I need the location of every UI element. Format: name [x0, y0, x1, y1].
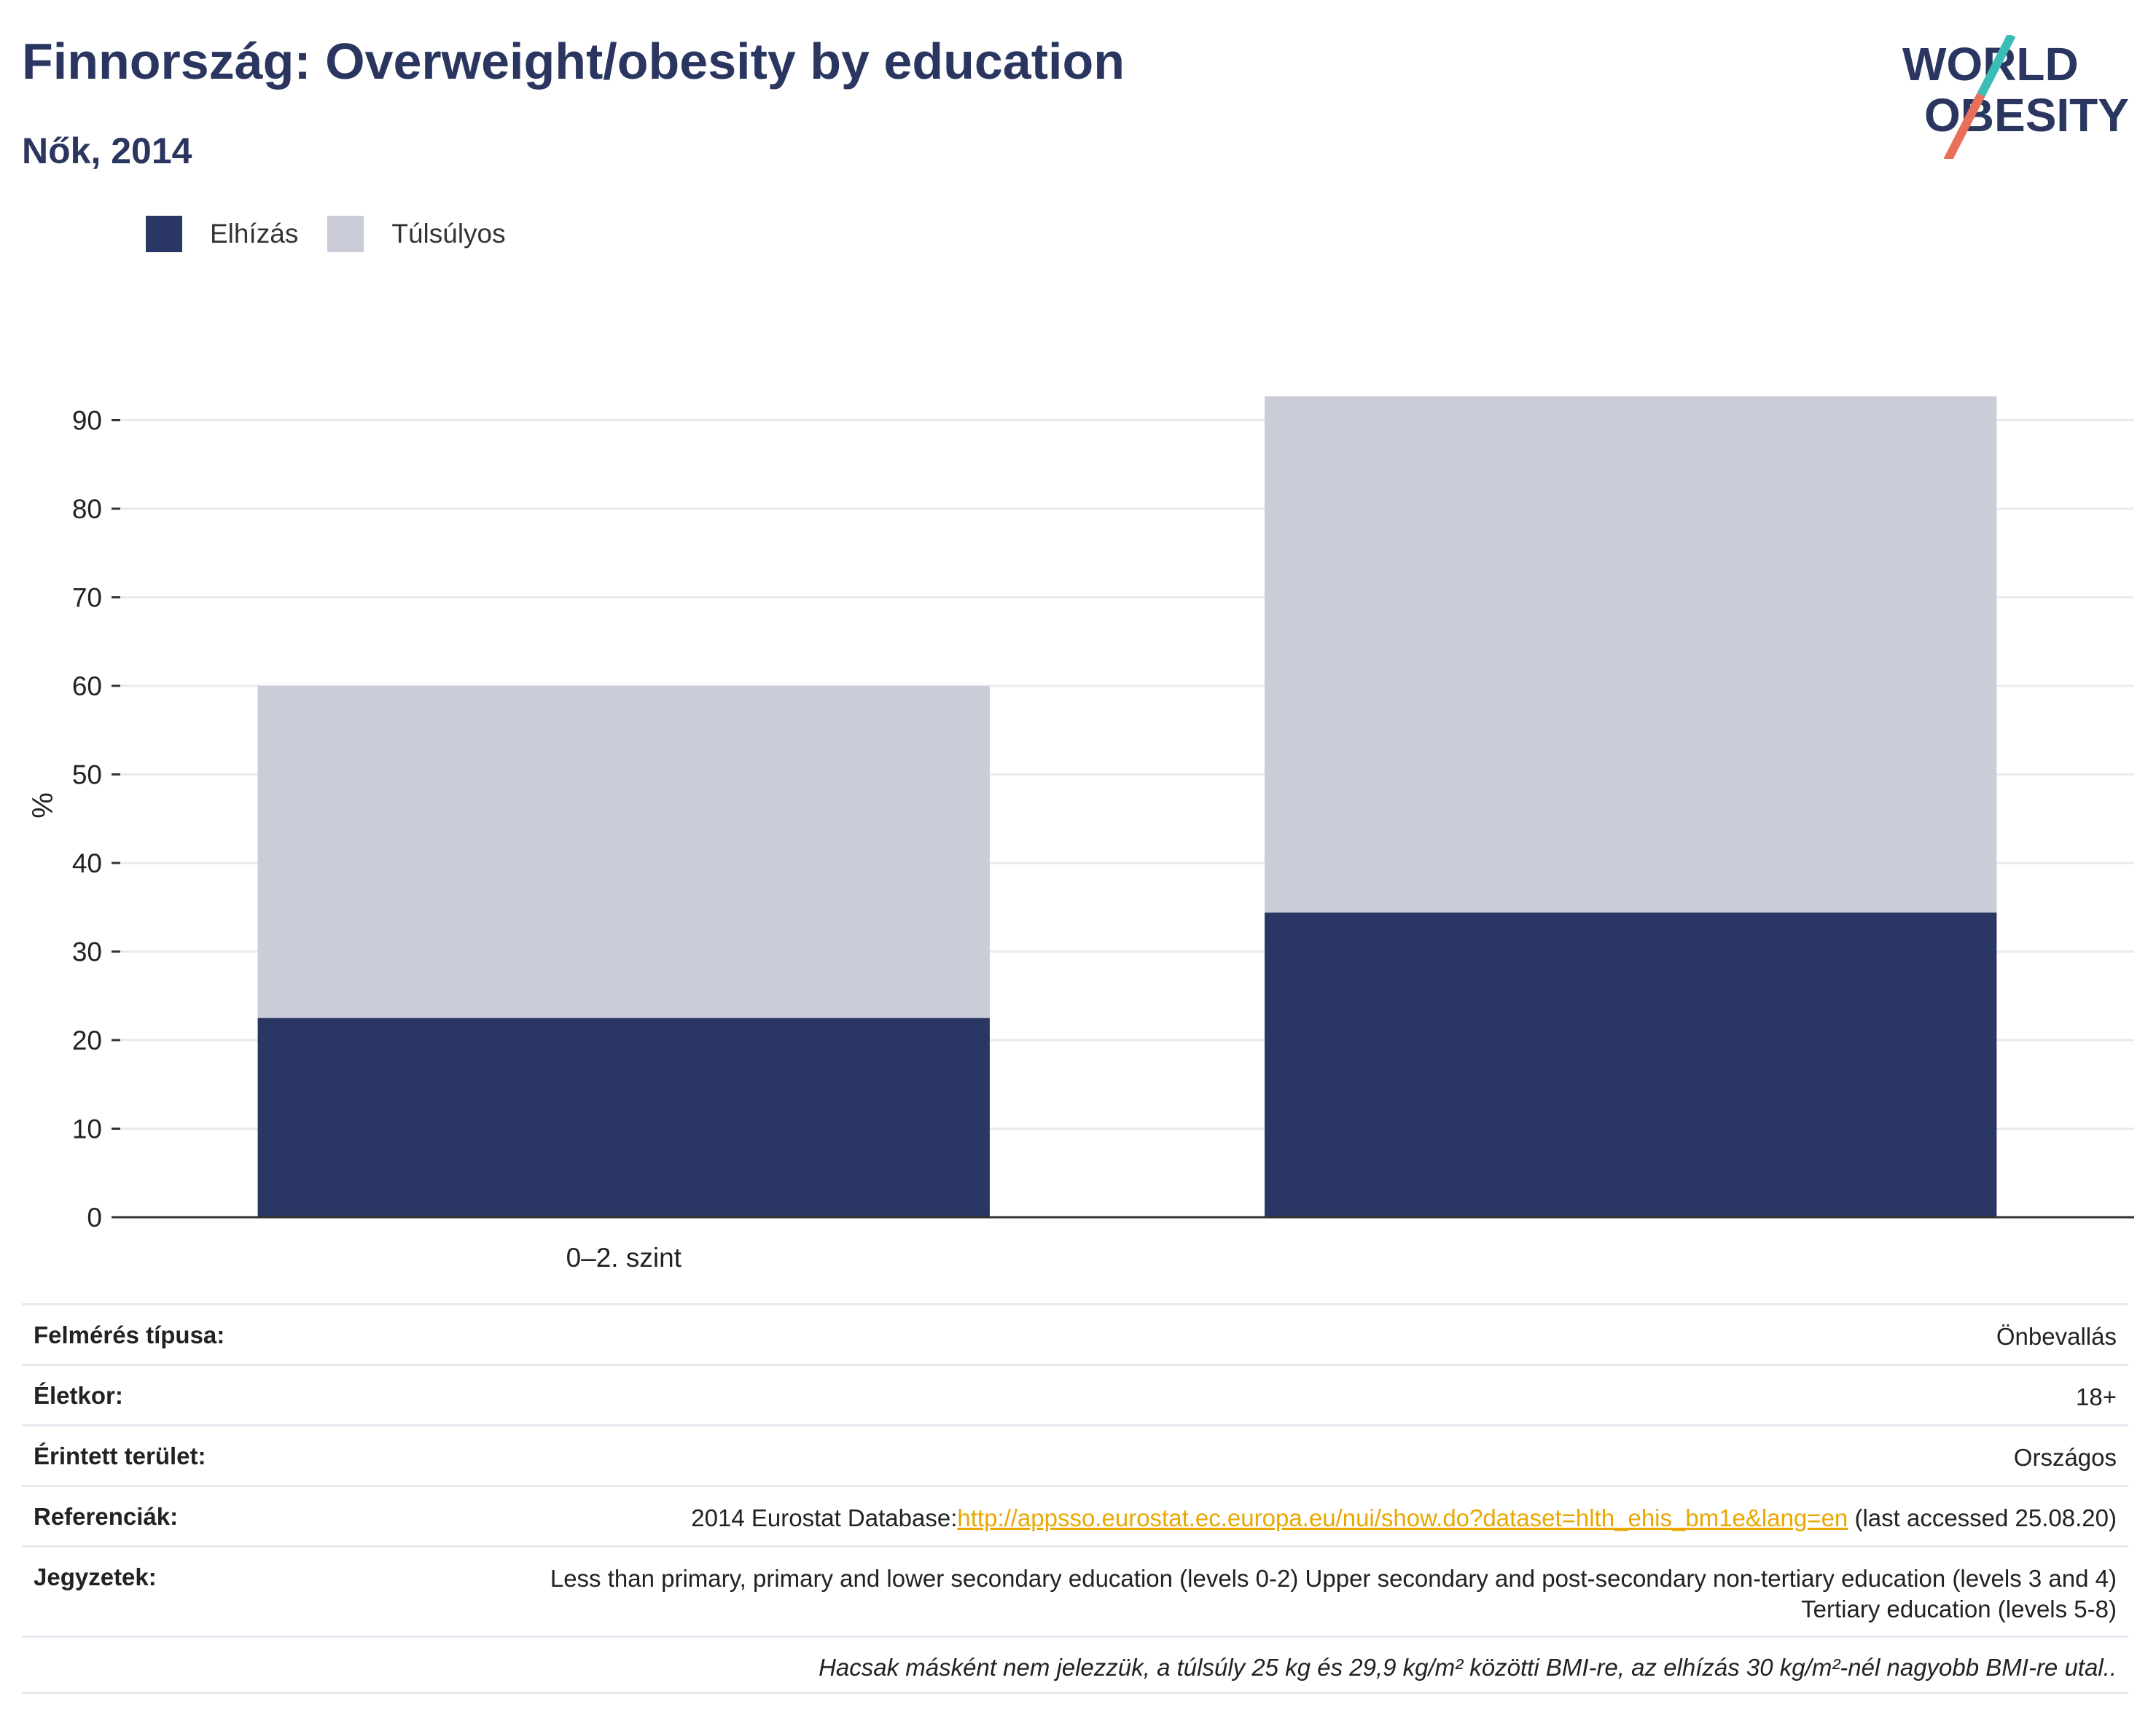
bar-overweight[interactable] [1265, 396, 1997, 913]
legend-label-obesity: Elhízás [210, 219, 299, 249]
metadata-table: Felmérés típusa: Önbevallás Életkor: 18+… [22, 1303, 2128, 1694]
meta-row-survey-type: Felmérés típusa: Önbevallás [22, 1303, 2128, 1364]
meta-value-notes: Less than primary, primary and lower sec… [550, 1565, 2117, 1622]
y-tick-label: 90 [72, 405, 102, 435]
y-tick-label: 40 [72, 848, 102, 878]
meta-row-area: Érintett terület: Országos [22, 1424, 2128, 1485]
meta-value-references: 2014 Eurostat Database:http://appsso.eur… [691, 1503, 2117, 1545]
legend: Elhízás Túlsúlyos [146, 216, 535, 252]
meta-label-survey-type: Felmérés típusa: [34, 1321, 225, 1348]
footnote: Hacsak másként nem jelezzük, a túlsúly 2… [22, 1636, 2128, 1694]
y-tick-label: 60 [72, 671, 102, 701]
legend-label-overweight: Túlsúlyos [391, 219, 506, 249]
legend-item-overweight[interactable]: Túlsúlyos [327, 216, 506, 252]
logo-slash-bottom [1943, 93, 1985, 159]
legend-swatch-overweight [327, 216, 364, 252]
meta-label-area: Érintett terület: [34, 1442, 206, 1469]
legend-item-obesity[interactable]: Elhízás [146, 216, 298, 252]
meta-row-references: Referenciák: 2014 Eurostat Database:http… [22, 1485, 2128, 1545]
meta-row-notes: Jegyzetek: Less than primary, primary an… [22, 1545, 2128, 1636]
meta-row-age: Életkor: 18+ [22, 1364, 2128, 1424]
reference-suffix: (last accessed 25.08.20) [1848, 1504, 2117, 1531]
meta-value-survey-type: Önbevallás [1996, 1323, 2117, 1350]
meta-value-area: Országos [2013, 1444, 2117, 1471]
y-tick-label: 80 [72, 494, 102, 524]
meta-label-age: Életkor: [34, 1382, 123, 1409]
legend-swatch-obesity [146, 216, 182, 252]
chart-subtitle: Nők, 2014 [22, 130, 192, 171]
bar-obesity[interactable] [257, 1018, 990, 1217]
y-tick-label: 30 [72, 937, 102, 966]
y-tick-label: 10 [72, 1114, 102, 1144]
meta-label-references: Referenciák: [34, 1503, 179, 1530]
chart-title: Finnország: Overweight/obesity by educat… [22, 33, 1125, 90]
y-tick-label: 70 [72, 582, 102, 612]
reference-prefix: 2014 Eurostat Database: [691, 1504, 958, 1531]
y-axis-label: % [27, 792, 59, 819]
world-obesity-logo: WORLD OBESITY [1902, 35, 2129, 159]
meta-value-age: 18+ [2076, 1383, 2117, 1410]
bar-chart: 0 10 20 30 40 50 60 70 80 90% 0–2. szint [27, 396, 2134, 1273]
logo-line2: OBESITY [1924, 89, 2129, 141]
bar-overweight[interactable] [257, 685, 990, 1018]
y-tick-label: 50 [72, 759, 102, 789]
y-tick-label: 20 [72, 1026, 102, 1055]
reference-link[interactable]: http://appsso.eurostat.ec.europa.eu/nui/… [957, 1504, 1848, 1531]
meta-label-notes: Jegyzetek: [34, 1563, 157, 1590]
x-tick-label: 0–2. szint [566, 1243, 682, 1273]
logo-slash-top [1977, 35, 2016, 97]
bar-obesity[interactable] [1265, 913, 1997, 1217]
y-tick-label: 0 [87, 1203, 102, 1233]
